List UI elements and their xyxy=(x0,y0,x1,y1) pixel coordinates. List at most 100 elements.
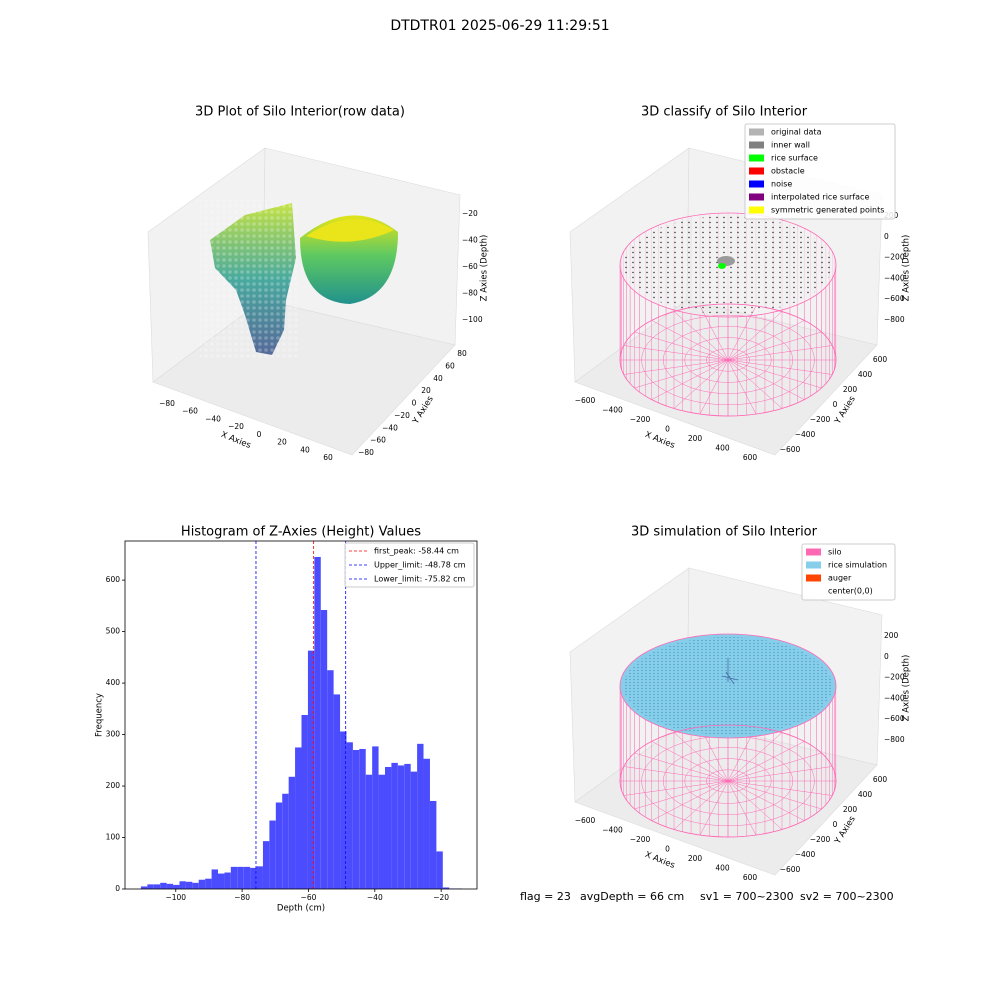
legend-label: inner wall xyxy=(771,141,810,150)
bar xyxy=(385,766,392,889)
legend-swatch xyxy=(749,206,764,214)
chart-title: Histogram of Z-Axies (Height) Values xyxy=(181,525,421,540)
y-tick-label: −400 xyxy=(795,430,816,439)
y-tick-label: −400 xyxy=(795,850,816,859)
y-tick-label: −20 xyxy=(394,411,410,420)
y-axis-label: Frequency xyxy=(95,693,105,737)
status-text: sv2 = 700~2300 xyxy=(800,890,894,903)
silo-floor-spoke xyxy=(727,766,833,782)
axes-pane xyxy=(574,299,878,456)
bar xyxy=(140,886,148,889)
y-tick-label: 80 xyxy=(457,349,467,358)
legend-label: obstacle xyxy=(771,167,805,176)
z-tick-label: 0 xyxy=(884,232,889,241)
silo-floor-spoke xyxy=(727,780,833,796)
bar xyxy=(423,758,430,889)
x-tick-label: −20 xyxy=(433,893,449,902)
bar xyxy=(391,762,398,889)
x-axis-label: Depth (cm) xyxy=(277,904,325,914)
silo-floor-spoke xyxy=(727,345,833,361)
y-tick-label: 500 xyxy=(106,627,121,636)
y-tick-label: 100 xyxy=(106,833,121,842)
bar xyxy=(205,878,212,889)
bar xyxy=(275,802,283,889)
legend-swatch xyxy=(806,561,821,569)
x-tick-label: 200 xyxy=(688,854,703,863)
legend-swatch xyxy=(749,193,764,201)
surface-points xyxy=(624,637,832,735)
status-text: avgDepth = 66 cm xyxy=(580,890,684,903)
silo-floor-spoke xyxy=(727,320,805,361)
legend-swatch xyxy=(749,167,764,175)
legend-label: auger xyxy=(828,574,852,583)
x-tick-label: −600 xyxy=(575,396,596,405)
silo-floor-spoke xyxy=(727,359,757,415)
z-tick-label: −60 xyxy=(462,262,478,271)
bar xyxy=(288,776,296,889)
point-texture xyxy=(200,200,300,360)
legend-label: first_peak: -58.44 cm xyxy=(374,547,459,556)
silo-floor-spoke xyxy=(699,305,729,361)
z-tick-label: −20 xyxy=(462,209,478,218)
bar xyxy=(198,879,206,889)
x-tick-label: −40 xyxy=(205,414,221,423)
silo-floor-spoke xyxy=(634,780,729,810)
z-tick-label: −400 xyxy=(884,693,905,702)
legend-swatch xyxy=(749,180,764,188)
silo-floor-spoke xyxy=(727,359,783,409)
bar xyxy=(192,882,199,889)
silo-floor-spoke xyxy=(623,345,729,361)
silo-floor-spoke xyxy=(727,305,757,361)
y-tick-label: −40 xyxy=(382,423,398,432)
z-tick-label: −600 xyxy=(884,714,905,723)
x-tick-label: 0 xyxy=(665,845,670,854)
x-tick-label: −20 xyxy=(228,422,244,431)
x-tick-label: −80 xyxy=(159,399,175,408)
x-tick-label: −200 xyxy=(630,415,651,424)
y-tick-label: 0 xyxy=(412,399,417,408)
x-tick-label: −60 xyxy=(301,893,317,902)
plot-contents xyxy=(200,200,837,838)
silo-floor-spoke xyxy=(634,359,729,389)
bar xyxy=(282,793,289,889)
legend-swatch xyxy=(749,154,764,162)
x-tick-label: 400 xyxy=(715,444,730,453)
bar xyxy=(237,866,244,889)
silo-floor-spoke xyxy=(727,331,822,361)
silo-floor-spoke xyxy=(727,311,783,361)
x-tick-label: 400 xyxy=(715,864,730,873)
z-tick-label: −800 xyxy=(884,735,905,744)
bar xyxy=(173,884,180,889)
legend-label: original data xyxy=(771,128,822,137)
figure-title: DTDTR01 2025-06-29 11:29:51 xyxy=(390,18,609,34)
bar xyxy=(346,742,353,889)
silo-floor-spoke xyxy=(727,732,783,782)
y-tick-label: 0 xyxy=(833,400,838,409)
z-tick-label: −100 xyxy=(462,315,483,324)
z-tick-label: −200 xyxy=(884,673,905,682)
silo-floor xyxy=(619,303,837,417)
bar xyxy=(269,820,276,889)
y-tick-label: 300 xyxy=(106,730,121,739)
panel-title: 3D classify of Silo Interior xyxy=(641,105,808,120)
silo-floor-spoke xyxy=(699,780,729,836)
x-tick-label: −400 xyxy=(602,406,623,415)
bar xyxy=(153,884,161,889)
silo-floor-spoke xyxy=(673,311,729,361)
legend-label: rice simulation xyxy=(828,561,887,570)
y-tick-label: 0 xyxy=(833,820,838,829)
bar xyxy=(295,747,302,889)
y-tick-label: 600 xyxy=(873,355,888,364)
y-tick-label: 200 xyxy=(843,805,858,814)
y-tick-label: 0 xyxy=(115,884,120,893)
bar xyxy=(359,748,366,889)
silo-floor-spoke xyxy=(634,331,729,361)
silo-floor-spoke xyxy=(651,320,729,361)
bar xyxy=(352,750,360,889)
silo-floor-spoke xyxy=(727,752,822,782)
legend-label: noise xyxy=(771,180,792,189)
y-tick-label: 20 xyxy=(421,386,431,395)
y-tick-label: −200 xyxy=(810,415,831,424)
legend-label: interpolated rice surface xyxy=(771,193,869,202)
